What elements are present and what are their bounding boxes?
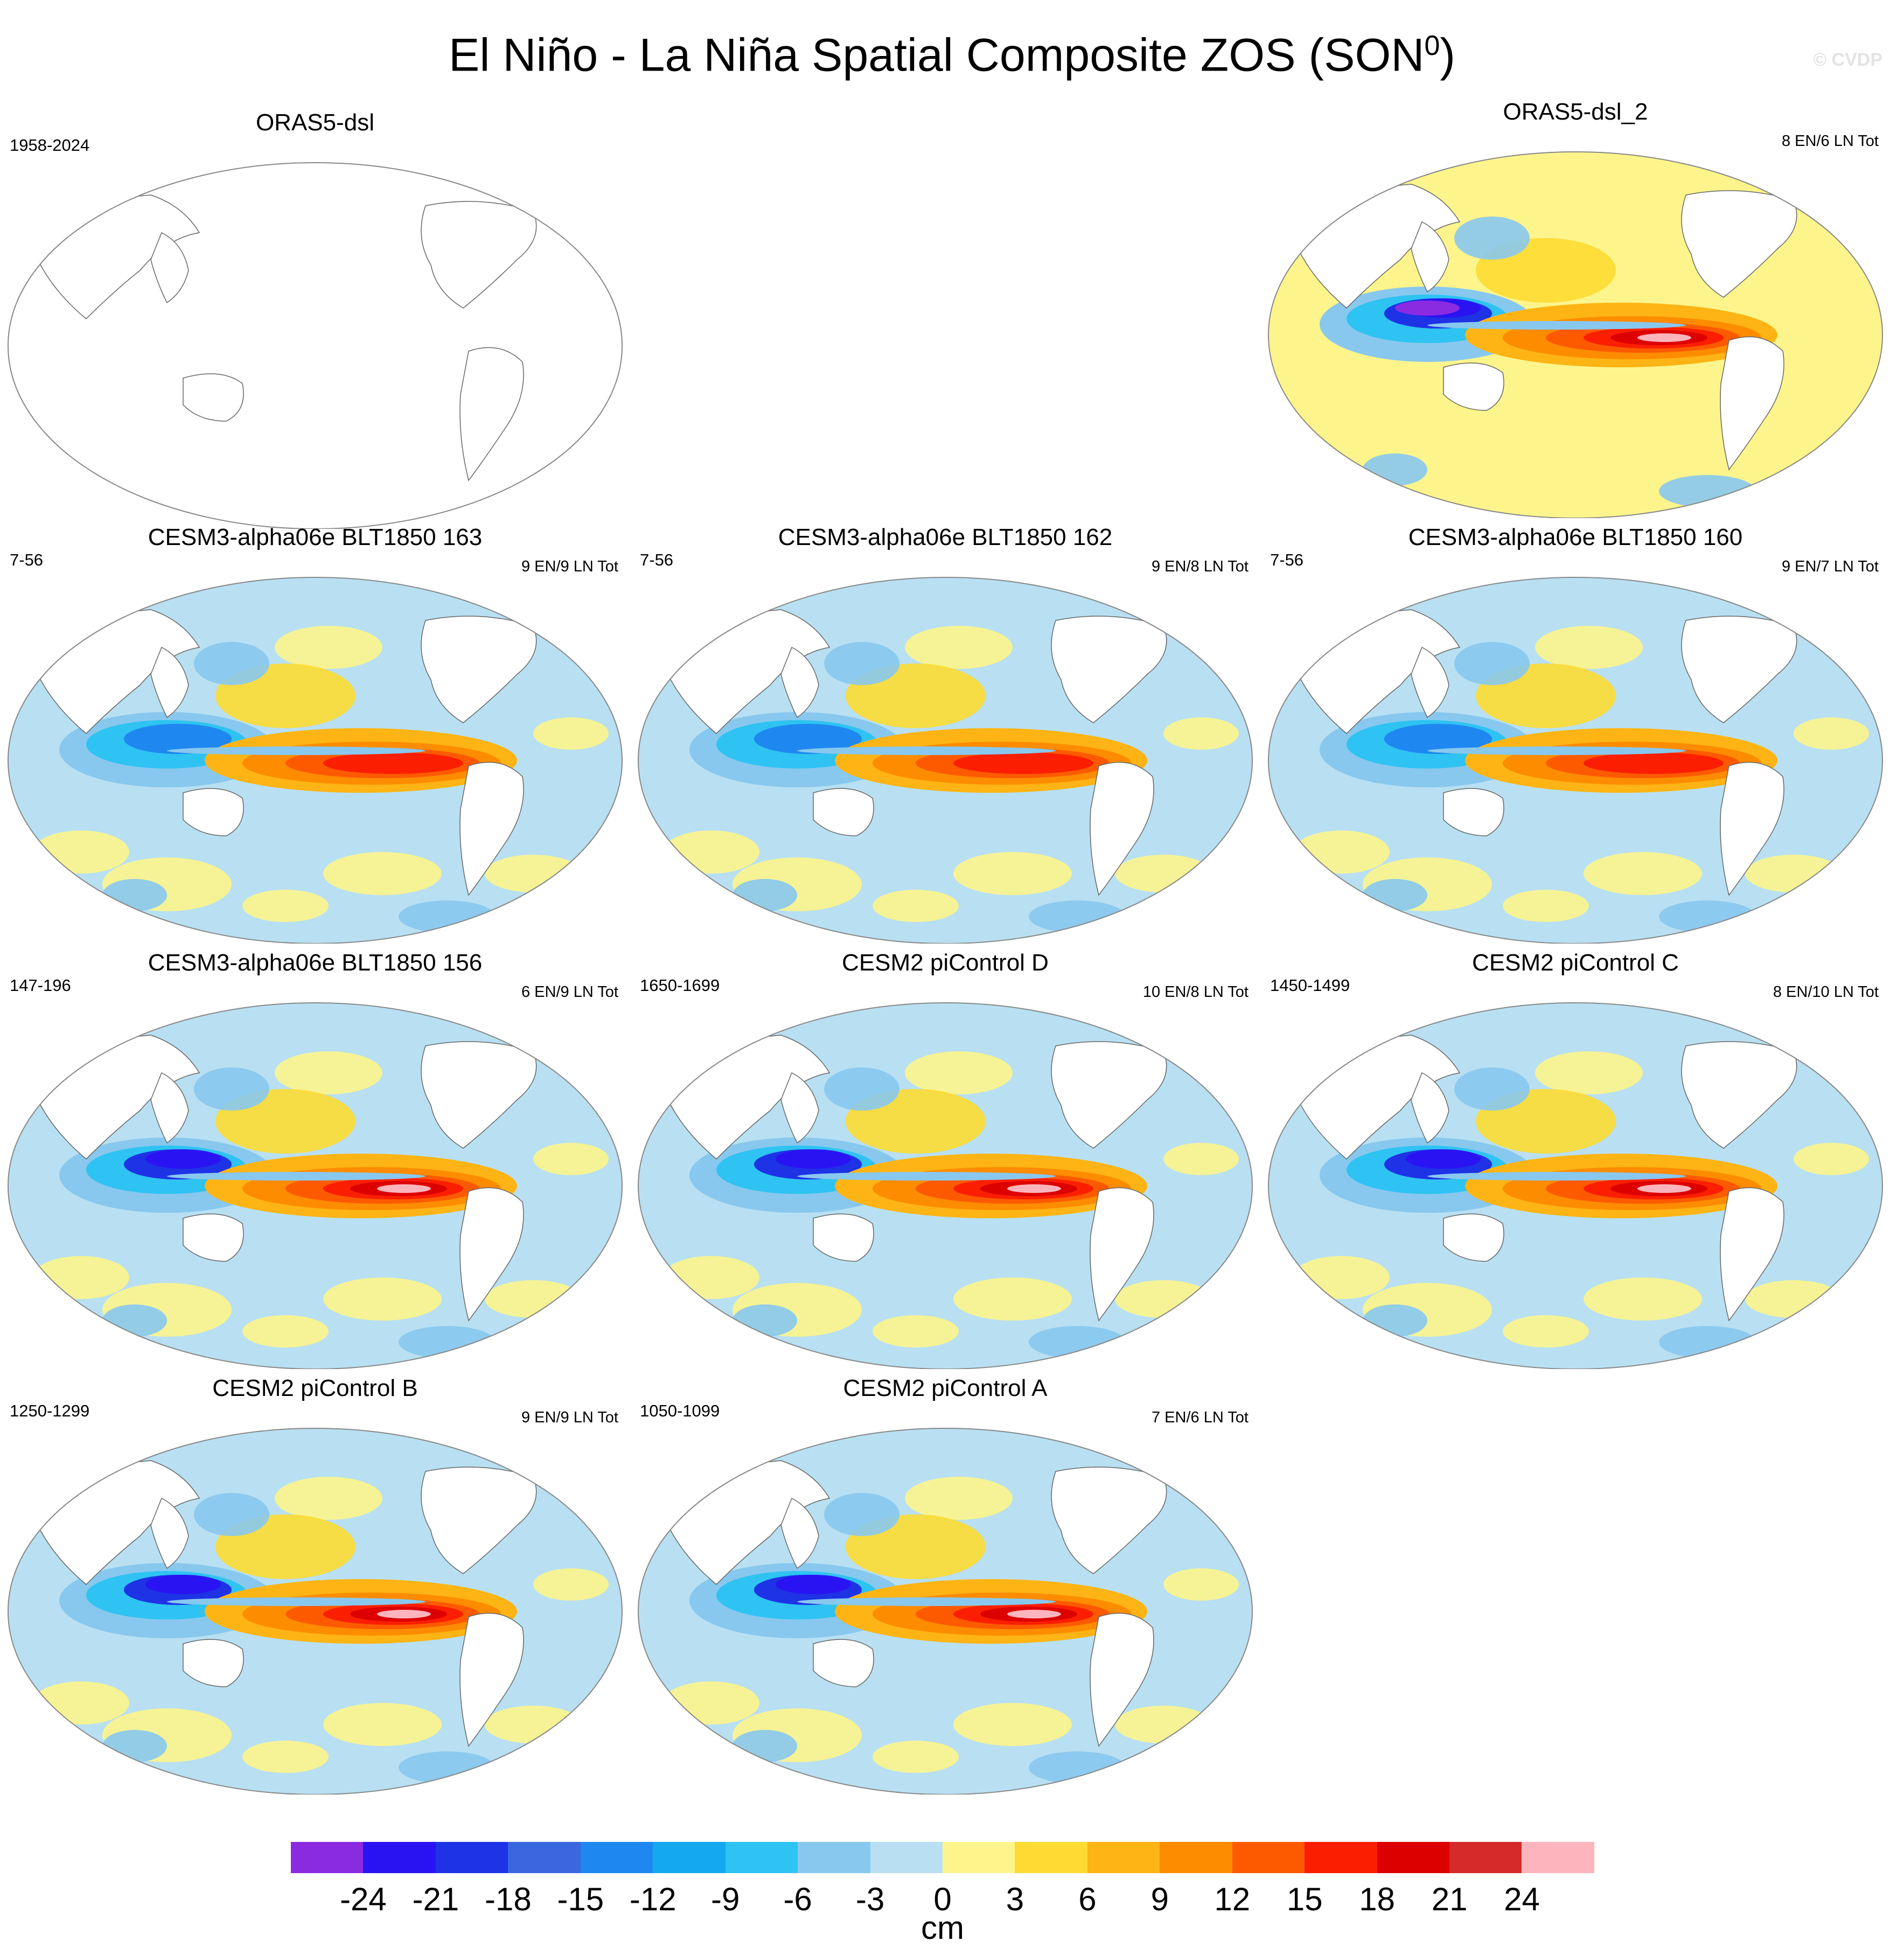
colorbar-tick-label: -12 [629,1881,676,1917]
colorbar-tick-label: -6 [783,1881,812,1917]
world-map [7,577,623,944]
colorbar-cell [1377,1842,1449,1873]
panel-title: CESM3-alpha06e BLT1850 156 [148,949,483,976]
panel-years: 1650-1699 [640,976,720,995]
colorbar-tick-label: -21 [412,1881,459,1917]
panel-event-count: 8 EN/10 LN Tot [1773,983,1879,1001]
map-panel: CESM3-alpha06e BLT1850 156 147-196 6 EN/… [0,948,630,1373]
colorbar-cell [1087,1842,1160,1873]
panel-years: 1450-1499 [1270,976,1350,995]
world-map [637,1428,1253,1795]
world-map [1267,151,1884,518]
colorbar-cell [1449,1842,1522,1873]
map-panel: CESM2 piControl D 1650-1699 10 EN/8 LN T… [630,948,1260,1373]
panel-title: ORAS5-dsl_2 [1503,99,1648,125]
panel-years: 1958-2024 [10,136,90,155]
colorbar-cell [798,1842,870,1873]
panel-title: CESM3-alpha06e BLT1850 163 [148,524,483,550]
world-map [7,1002,623,1369]
colorbar-cell [1522,1842,1594,1873]
colorbar-tick-label: 21 [1431,1881,1468,1917]
world-map [7,162,623,529]
panel-title: CESM2 piControl D [842,949,1049,976]
colorbar-tick-label: -3 [855,1881,885,1917]
colorbar-tick-label: 0 [933,1881,952,1917]
colorbar-cell [580,1842,653,1873]
colorbar-cell [1232,1842,1305,1873]
panel-event-count: 8 EN/6 LN Tot [1781,132,1879,150]
world-map [7,1428,623,1795]
cvdp-credit: © CVDP [1813,50,1882,70]
map-panel: ORAS5-dsl 1958-2024 [0,108,630,533]
colorbar-tick-label: 24 [1504,1881,1540,1917]
world-map [1267,577,1884,944]
panel-years: 1250-1299 [10,1401,90,1420]
panel-years: 7-56 [10,550,44,569]
panel-event-count: 10 EN/8 LN Tot [1142,983,1249,1001]
map-panel: CESM3-alpha06e BLT1850 160 7-56 9 EN/7 L… [1260,522,1891,948]
colorbar-tick-label: -18 [484,1881,532,1917]
colorbar-cell [1015,1842,1087,1873]
panel-years: 1050-1099 [640,1401,720,1420]
world-map [1267,1002,1884,1369]
panel-event-count: 9 EN/7 LN Tot [1781,558,1879,575]
panel-title: CESM2 piControl C [1472,949,1679,976]
panel-title: CESM2 piControl A [843,1375,1048,1401]
colorbar-tick-label: -24 [340,1881,387,1917]
map-panel: CESM2 piControl B 1250-1299 9 EN/9 LN To… [0,1373,630,1799]
colorbar-tick-label: 18 [1359,1881,1396,1917]
colorbar-tick-label: 15 [1286,1881,1323,1917]
panel-event-count: 6 EN/9 LN Tot [521,983,618,1001]
title-text: El Niño - La Niña Spatial Composite ZOS … [448,29,1425,81]
figure-title: El Niño - La Niña Spatial Composite ZOS … [0,16,1904,85]
panel-years: 7-56 [1270,550,1304,569]
colorbar-cell [435,1842,508,1873]
panel-title: CESM3-alpha06e BLT1850 162 [778,524,1113,550]
title-superscript: 0 [1424,30,1440,61]
panel-event-count: 9 EN/9 LN Tot [521,1409,618,1426]
colorbar-cell [942,1842,1015,1873]
colorbar-tick-label: 9 [1150,1881,1169,1917]
colorbar-tick-label: 3 [1006,1881,1024,1917]
world-map [637,577,1253,944]
panel-title: CESM2 piControl B [212,1375,418,1401]
panel-years: 147-196 [10,976,71,995]
colorbar-tick-label: -15 [557,1881,604,1917]
colorbar-cell [291,1842,364,1873]
colorbar-cell [870,1842,943,1873]
panel-years: 7-56 [640,550,674,569]
map-panel: CESM2 piControl C 1450-1499 8 EN/10 LN T… [1260,948,1891,1373]
panel-title: CESM3-alpha06e BLT1850 160 [1408,524,1743,550]
colorbar-cell [508,1842,581,1873]
panel-title: ORAS5-dsl [255,109,375,136]
map-panel: CESM3-alpha06e BLT1850 162 7-56 9 EN/8 L… [630,522,1260,948]
panel-event-count: 7 EN/6 LN Tot [1151,1409,1249,1426]
world-map [637,1002,1253,1369]
colorbar [291,1842,1594,1873]
colorbar-tick-label: -9 [710,1881,740,1917]
title-close: ) [1440,29,1456,81]
colorbar-cell [725,1842,798,1873]
colorbar-cell [1160,1842,1232,1873]
panel-event-count: 9 EN/9 LN Tot [521,558,618,575]
map-panel: ORAS5-dsl_2 8 EN/6 LN Tot [1260,97,1891,522]
colorbar-cell [363,1842,436,1873]
colorbar-cell [1305,1842,1377,1873]
units-label: cm [921,1910,964,1946]
colorbar-tick-label: 6 [1078,1881,1097,1917]
map-panel: CESM2 piControl A 1050-1099 7 EN/6 LN To… [630,1373,1260,1799]
map-panel: CESM3-alpha06e BLT1850 163 7-56 9 EN/9 L… [0,522,630,948]
colorbar-cell [653,1842,726,1873]
panel-event-count: 9 EN/8 LN Tot [1151,558,1249,575]
colorbar-tick-label: 12 [1214,1881,1251,1917]
